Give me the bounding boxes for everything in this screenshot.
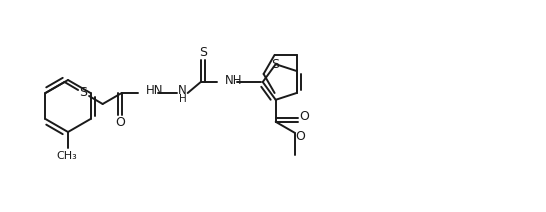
- Text: CH₃: CH₃: [57, 151, 78, 161]
- Text: NH: NH: [225, 74, 242, 88]
- Text: S: S: [80, 86, 87, 99]
- Text: O: O: [295, 130, 305, 143]
- Text: H: H: [179, 94, 187, 104]
- Text: S: S: [199, 46, 207, 60]
- Text: O: O: [300, 110, 310, 123]
- Text: O: O: [115, 116, 124, 128]
- Text: HN: HN: [146, 85, 163, 98]
- Text: N: N: [179, 85, 187, 98]
- Text: S: S: [271, 58, 278, 71]
